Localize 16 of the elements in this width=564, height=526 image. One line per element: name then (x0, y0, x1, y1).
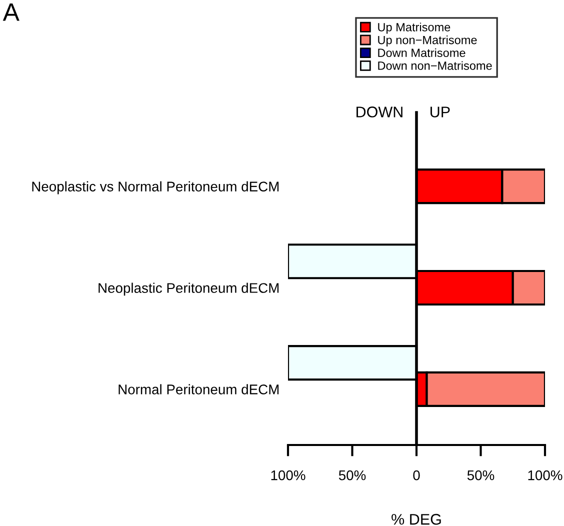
legend-label: Down Matrisome (378, 48, 466, 58)
y-tick-label: Neoplastic Peritoneum dECM (98, 282, 279, 296)
x-tick-label: 100% (271, 470, 306, 480)
y-tick-label: Neoplastic vs Normal Peritoneum dECM (32, 181, 279, 194)
y-tick-label: Normal Peritoneum dECM (118, 384, 279, 394)
annotation: DOWN (356, 106, 402, 118)
x-tick-label: 50% (338, 470, 366, 480)
annotation: UP (430, 106, 450, 118)
legend-label: Up non−Matrisome (378, 36, 477, 47)
x-tick-label: 50% (467, 470, 494, 480)
x-tick-label: 0 (413, 470, 420, 480)
legend-label: Down non−Matrisome (378, 61, 492, 70)
x-tick-label: 100% (528, 470, 562, 480)
x-axis-title: % DEG (392, 514, 441, 525)
legend-label: Up Matrisome (378, 22, 450, 34)
text: A (2, 4, 20, 21)
